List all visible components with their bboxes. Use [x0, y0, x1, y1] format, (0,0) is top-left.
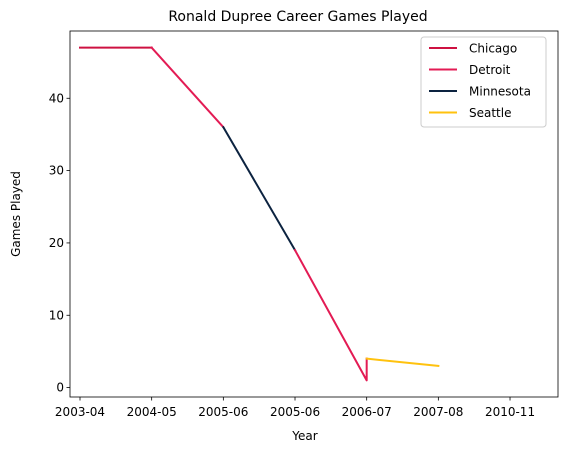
- series-layer: [79, 46, 440, 382]
- x-tick-label: 2005-06: [270, 405, 320, 419]
- x-tick-label: 2007-08: [413, 405, 463, 419]
- x-tick-label: 2004-05: [127, 405, 177, 419]
- series-line-detroit-1: [150, 46, 225, 129]
- x-tick-label: 2010-11: [485, 405, 535, 419]
- legend: Chicago Detroit Minnesota Seattle: [420, 36, 547, 128]
- plot-frame: [69, 30, 559, 398]
- legend-label-minnesota: Minnesota: [469, 85, 531, 99]
- legend-frame: [420, 36, 547, 128]
- x-tick-label: 2003-04: [55, 405, 105, 419]
- y-tick-label: 20: [49, 236, 64, 250]
- legend-label-seattle: Seattle: [469, 106, 511, 120]
- legend-label-chicago: Chicago: [469, 42, 517, 56]
- y-tick-label: 10: [49, 308, 64, 322]
- x-axis: 2003-04 2004-05 2005-06 2005-06 2006-07 2007-…: [55, 397, 535, 419]
- series-line-minnesota-2: [221, 125, 297, 252]
- y-tick-label: 0: [56, 381, 64, 395]
- y-axis-title: Games Played: [9, 171, 23, 257]
- series-line-detroit-3: [293, 248, 368, 382]
- legend-label-detroit: Detroit: [469, 63, 511, 77]
- y-tick-label: 30: [49, 164, 64, 178]
- x-tick-label: 2006-07: [342, 405, 392, 419]
- x-axis-title: Year: [291, 429, 317, 443]
- series-line-seattle-4: [365, 357, 440, 367]
- x-tick-label: 2005-06: [198, 405, 248, 419]
- y-axis: 0 10 20 30 40: [49, 91, 70, 395]
- chart-title: Ronald Dupree Career Games Played: [168, 9, 427, 25]
- y-tick-label: 40: [49, 91, 64, 105]
